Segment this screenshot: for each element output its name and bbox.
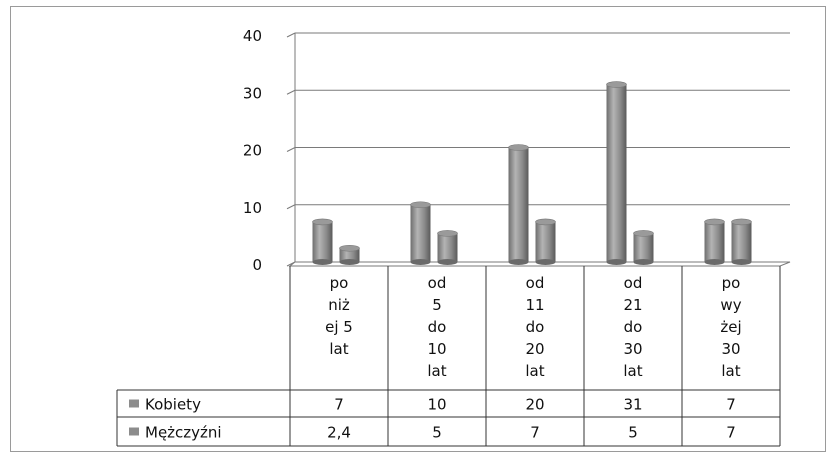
data-cell: 31 [623, 396, 642, 414]
data-cell: 5 [628, 424, 638, 442]
bar-body [312, 221, 333, 262]
bar-body [606, 84, 627, 263]
legend-label: Kobiety [145, 396, 201, 414]
category-label: 30 [623, 340, 642, 358]
category-label: od [526, 274, 545, 292]
bar-base [535, 259, 556, 265]
bar-top [508, 144, 529, 151]
bar-body [704, 221, 725, 262]
bar-base [437, 259, 458, 265]
gridline-diag [286, 32, 296, 38]
category-label: 11 [525, 296, 544, 314]
category-label: lat [721, 362, 740, 380]
legend-label: Mężczyźni [145, 424, 222, 442]
bar-body [535, 221, 556, 262]
gridline-diag [286, 89, 296, 95]
bars [312, 81, 752, 265]
bar-cylinder [410, 201, 431, 265]
category-label: ej 5 [325, 318, 353, 336]
category-label: niż [328, 296, 350, 314]
data-cell: 20 [525, 396, 544, 414]
bar-cylinder [508, 144, 529, 265]
y-tick-label: 10 [243, 199, 262, 217]
bar-top [437, 230, 458, 237]
bar-base [633, 259, 654, 265]
bar-base [606, 259, 627, 265]
gridline-diag [286, 147, 296, 152]
category-label: 10 [427, 340, 446, 358]
legend-key-swatch [129, 399, 139, 408]
bar-body [633, 233, 654, 262]
data-cell: 7 [726, 424, 736, 442]
category-label: po [330, 274, 349, 292]
bar-body [339, 248, 360, 262]
bar-cylinder [704, 218, 725, 265]
bar-base [312, 259, 333, 265]
category-label: lat [525, 362, 544, 380]
bar-cylinder [731, 218, 752, 265]
category-label: do [428, 318, 447, 336]
bar-cylinder [606, 81, 627, 265]
category-label: wy [720, 296, 741, 314]
bar-cylinder [312, 218, 333, 265]
bar-base [704, 259, 725, 265]
bar-body [437, 233, 458, 262]
bar-top [312, 218, 333, 226]
y-tick-label: 40 [243, 27, 262, 45]
bar-top [633, 230, 654, 237]
y-tick-label: 0 [252, 256, 262, 274]
labels: 0 10 20 30 40 po niż ej 5 lat od 5 do 10 lat od 11 do 20 l… [129, 27, 742, 442]
bar-top [606, 81, 627, 88]
bar-body [508, 147, 529, 262]
data-cell: 7 [726, 396, 736, 414]
category-label: 20 [525, 340, 544, 358]
category-label: lat [427, 362, 446, 380]
bar-cylinder [633, 230, 654, 265]
category-label: od [624, 274, 643, 292]
category-label: 30 [721, 340, 740, 358]
data-cell: 10 [427, 396, 446, 414]
category-label: 5 [432, 296, 442, 314]
bar-base [410, 259, 431, 265]
gridline-diag [286, 204, 296, 210]
category-label: żej [720, 318, 741, 336]
bar-body [731, 221, 752, 262]
bar-base [508, 259, 529, 265]
bar-cylinder [339, 244, 360, 265]
category-label: 21 [623, 296, 642, 314]
bar-top [731, 218, 752, 226]
legend-key-swatch [129, 427, 139, 436]
data-cell: 5 [432, 424, 442, 442]
bar-top [339, 244, 360, 252]
y-tick-label: 30 [243, 84, 262, 102]
bar-top [410, 201, 431, 209]
category-label: do [624, 318, 643, 336]
bar-top [535, 218, 556, 226]
category-label: po [722, 274, 741, 292]
bar-base [731, 259, 752, 265]
category-label: od [428, 274, 447, 292]
bar-top [704, 218, 725, 226]
category-label: do [526, 318, 545, 336]
category-label: lat [329, 340, 348, 358]
bar-cylinder [437, 230, 458, 265]
data-cell: 2,4 [327, 424, 351, 442]
category-label: lat [623, 362, 642, 380]
bar-body [410, 204, 431, 262]
bar-cylinder [535, 218, 556, 265]
data-cell: 7 [334, 396, 344, 414]
bar-base [339, 259, 360, 265]
y-tick-label: 20 [243, 142, 262, 160]
data-cell: 7 [530, 424, 540, 442]
